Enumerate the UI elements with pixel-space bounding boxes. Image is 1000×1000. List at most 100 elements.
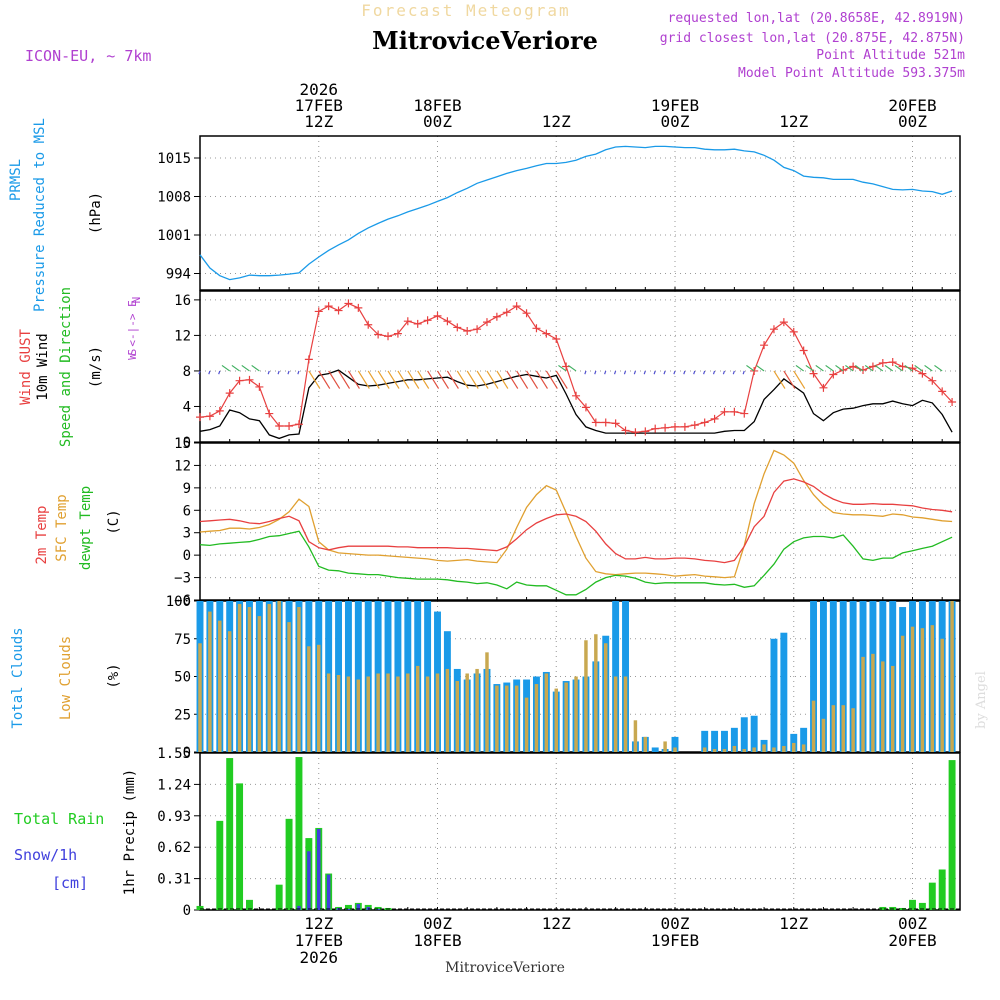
low-cloud-bar (257, 616, 262, 752)
low-cloud-bar (287, 622, 291, 752)
gust-marker (621, 426, 630, 435)
low-cloud-bar (505, 685, 509, 752)
gust-marker (492, 312, 501, 321)
low-cloud-bar (613, 676, 618, 752)
wind-arrow (287, 370, 290, 375)
wind-arrow (613, 370, 617, 375)
footer-location: MitroviceVeriore (445, 960, 565, 976)
temp-unit: (C) (106, 509, 122, 534)
wind-arrow (594, 370, 597, 375)
wind-arrow (934, 364, 943, 372)
rain-bar (948, 760, 956, 910)
low-cloud-bar (317, 644, 321, 752)
wind-arrow (604, 370, 607, 375)
total-cloud-bar (671, 736, 679, 752)
low-cloud-bar (465, 673, 469, 752)
wind-arrow (567, 364, 577, 372)
gust-marker (661, 423, 670, 432)
gust-marker (948, 398, 957, 407)
y-tick-label: 12 (174, 458, 191, 474)
wind-arrow (894, 364, 903, 372)
low-cloud-bar (811, 700, 816, 752)
requested-coords: requested lon,lat (20.8658E, 42.8919N) (668, 11, 965, 26)
wind-arrow (456, 370, 469, 389)
gust-marker (205, 412, 214, 421)
rain-bar (216, 820, 224, 910)
wind-arrow (558, 364, 567, 372)
wind-arrow (417, 370, 430, 389)
gust-marker (512, 302, 521, 311)
y-tick-label: −3 (174, 571, 191, 587)
low-cloud-bar (851, 708, 855, 752)
gust-marker (730, 407, 739, 416)
gust-marker (403, 317, 412, 326)
snow-bar (317, 828, 321, 910)
rain-bar (879, 906, 887, 910)
y-tick-label: 100 (166, 594, 191, 610)
low-cloud-bar (594, 634, 598, 752)
top-time-label: 17FEB (295, 96, 343, 115)
low-cloud-bar (841, 705, 845, 752)
wind-arrow (914, 364, 923, 372)
gust-marker (433, 311, 442, 320)
y-tick-label: 3 (183, 526, 191, 542)
y-tick-label: 0 (183, 745, 191, 761)
wind-speed-line (199, 369, 953, 440)
wind-unit: (m/s) (88, 346, 104, 388)
panel-0: 994 1001 1008 1015 (157, 135, 961, 291)
cloud-unit: (%) (106, 663, 122, 688)
low-cloud-bar (722, 748, 727, 752)
wind-arrow (397, 370, 410, 389)
wind-arrow (241, 364, 250, 372)
gust-marker (581, 403, 590, 412)
wind-arrow (516, 370, 529, 389)
low-cloud-bar (623, 676, 628, 752)
low-cloud-bar (890, 665, 895, 752)
gust-marker (393, 329, 402, 338)
wind-arrow (476, 370, 489, 389)
low-cloud-bar (356, 679, 361, 752)
panel-frame (199, 442, 961, 601)
total-cloud-bar (651, 747, 659, 752)
low-cloud-bar (633, 720, 638, 752)
sfc-temp-line (199, 449, 953, 579)
wind-arrow (623, 370, 627, 375)
wind-arrow (633, 370, 636, 375)
low-cloud-bar (297, 607, 301, 752)
gust-marker (423, 316, 432, 325)
total-cloud-bar (354, 601, 362, 752)
snow-bar (356, 903, 361, 910)
gust-marker (680, 422, 689, 431)
wind-arrow (742, 370, 745, 375)
wind-arrow (267, 370, 270, 375)
wind-arrow (712, 370, 716, 375)
gust-marker (928, 376, 937, 385)
snow-bar (346, 908, 351, 910)
gust-marker (502, 308, 511, 317)
y-tick-label: 0.62 (157, 840, 191, 856)
wind-arrow (496, 370, 509, 389)
low-cloud-bar (702, 747, 707, 752)
top-time-label: 00Z (661, 112, 690, 131)
pressure-unit: (hPa) (88, 192, 104, 234)
total-cloud-bar (819, 601, 827, 752)
wind-arrow (387, 370, 400, 389)
rain-bar (246, 899, 253, 910)
low-cloud-bar (475, 668, 479, 752)
low-cloud-bar (603, 643, 608, 752)
total-cloud-bar (721, 730, 728, 752)
wind-arrow (427, 370, 440, 389)
rain-bar (226, 758, 234, 910)
model-name: ICON-EU, ~ 7km (25, 47, 151, 65)
location-title: MitroviceVeriore (372, 26, 598, 55)
gust-marker (769, 325, 778, 334)
gust-marker (275, 422, 284, 431)
wind-arrow (783, 370, 796, 389)
low-cloud-bar (950, 601, 954, 752)
low-cloud-bar (386, 673, 390, 752)
wind-arrow (466, 370, 479, 389)
gust-marker (690, 421, 699, 430)
rain-bar (275, 884, 283, 910)
sfc-temp-label: SFC Temp (54, 494, 70, 561)
rain-bar (344, 904, 352, 910)
